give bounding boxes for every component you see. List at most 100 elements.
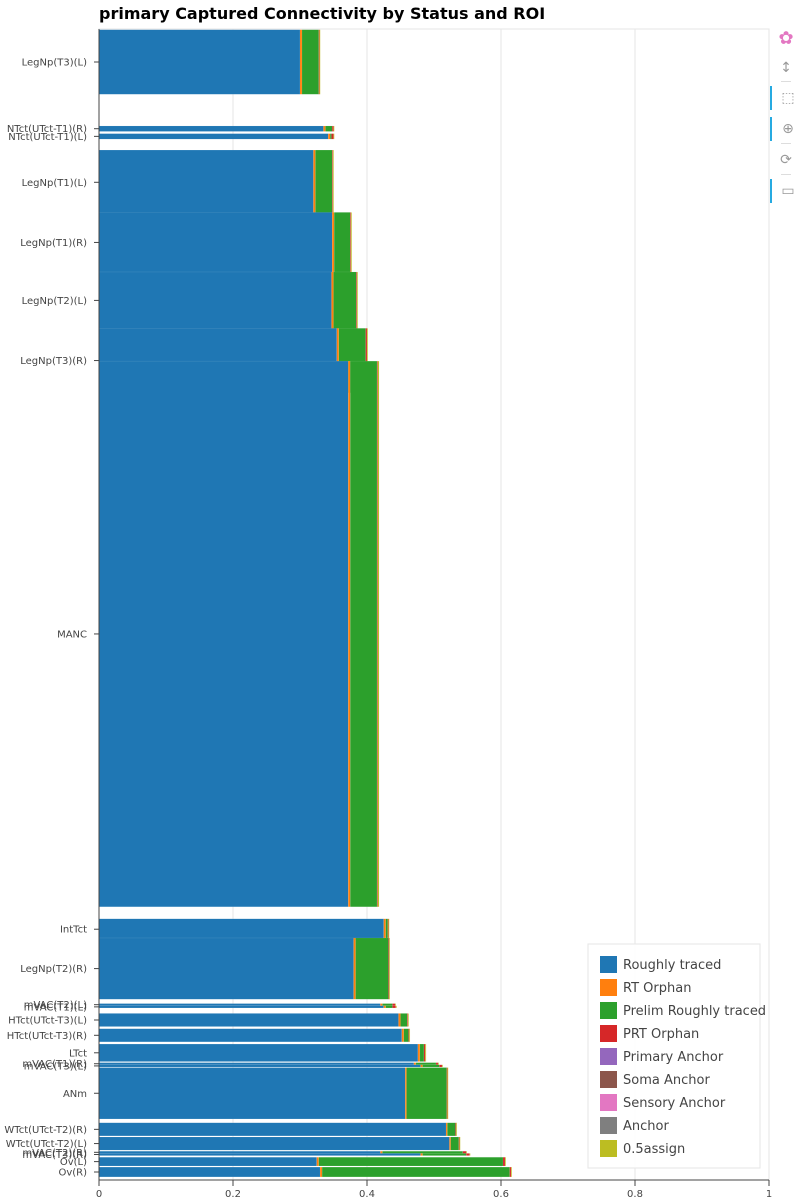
legend-item[interactable]: Anchor	[600, 1117, 669, 1134]
box-zoom-icon[interactable]: ⬚	[770, 86, 800, 110]
bar-segment[interactable]	[329, 133, 332, 140]
bar-segment[interactable]	[466, 1153, 470, 1156]
bar-segment[interactable]	[385, 1005, 393, 1009]
bar-segment[interactable]	[380, 1003, 383, 1006]
bar-segment[interactable]	[462, 1151, 467, 1154]
bar-segment[interactable]	[400, 1013, 408, 1027]
bar-segment[interactable]	[319, 1166, 323, 1178]
bar-segment[interactable]	[319, 29, 321, 95]
bar-segment[interactable]	[420, 1064, 423, 1068]
legend-item[interactable]: Sensory Anchor	[600, 1094, 726, 1111]
bar-segment[interactable]	[415, 1062, 437, 1065]
bar-segment[interactable]	[301, 29, 319, 95]
bar-segment[interactable]	[441, 1064, 443, 1068]
bar-segment[interactable]	[377, 360, 380, 907]
bar-segment[interactable]	[98, 1122, 447, 1137]
bar-segment[interactable]	[392, 1005, 396, 1009]
bar-segment[interactable]	[395, 1005, 397, 1009]
bar-segment[interactable]	[383, 918, 386, 940]
bar-segment[interactable]	[449, 1136, 451, 1151]
legend-item[interactable]: Soma Anchor	[600, 1071, 710, 1088]
bar-segment[interactable]	[422, 1064, 440, 1068]
bar-segment[interactable]	[333, 271, 357, 329]
bar-segment[interactable]	[447, 1067, 449, 1120]
bar-segment[interactable]	[332, 125, 334, 132]
bar-segment[interactable]	[450, 1136, 459, 1151]
bar-segment[interactable]	[98, 1062, 415, 1065]
bar-segment[interactable]	[417, 1043, 421, 1062]
bar-segment[interactable]	[98, 918, 384, 940]
bar-segment[interactable]	[334, 212, 351, 273]
bar-segment[interactable]	[350, 360, 378, 907]
bar-segment[interactable]	[323, 125, 326, 132]
bar-segment[interactable]	[333, 133, 335, 140]
bar-segment[interactable]	[392, 1003, 396, 1006]
bar-segment[interactable]	[98, 1136, 450, 1151]
legend-item[interactable]: Prelim Roughly traced	[600, 1002, 766, 1019]
bar-segment[interactable]	[405, 1067, 407, 1120]
bar-segment[interactable]	[98, 212, 333, 273]
bar-segment[interactable]	[350, 212, 352, 273]
bar-segment[interactable]	[98, 1005, 384, 1009]
bar-segment[interactable]	[353, 937, 356, 1000]
bar-segment[interactable]	[425, 1043, 427, 1062]
bar-segment[interactable]	[409, 1028, 411, 1043]
bar-segment[interactable]	[313, 149, 316, 215]
bar-segment[interactable]	[98, 1067, 406, 1120]
bar-segment[interactable]	[445, 1122, 448, 1137]
bar-segment[interactable]	[333, 125, 335, 132]
bar-segment[interactable]	[509, 1166, 512, 1178]
bar-segment[interactable]	[394, 1003, 397, 1006]
bar-segment[interactable]	[420, 1153, 423, 1156]
bar-segment[interactable]	[98, 1166, 321, 1178]
bar-segment[interactable]	[383, 1005, 386, 1009]
bar-segment[interactable]	[437, 1062, 439, 1065]
bar-segment[interactable]	[382, 1003, 393, 1006]
bar-segment[interactable]	[98, 1064, 421, 1068]
legend-item[interactable]: 0.5assign	[600, 1140, 685, 1157]
bar-segment[interactable]	[423, 1043, 426, 1062]
bar-segment[interactable]	[316, 1157, 319, 1167]
bar-segment[interactable]	[439, 1064, 443, 1068]
legend-item[interactable]: PRT Orphan	[600, 1025, 699, 1042]
bar-segment[interactable]	[510, 1166, 512, 1178]
bar-segment[interactable]	[321, 1166, 510, 1178]
bar-segment[interactable]	[327, 133, 331, 140]
bar-segment[interactable]	[331, 133, 334, 140]
bar-segment[interactable]	[98, 1003, 381, 1006]
bar-segment[interactable]	[325, 125, 333, 132]
bar-segment[interactable]	[401, 1028, 404, 1043]
bar-segment[interactable]	[388, 937, 391, 1000]
bar-segment[interactable]	[504, 1157, 506, 1167]
bar-segment[interactable]	[469, 1153, 471, 1156]
bar-segment[interactable]	[332, 212, 335, 273]
bar-segment[interactable]	[98, 271, 332, 329]
bokeh-logo-icon[interactable]: ✿	[778, 27, 794, 49]
bar-segment[interactable]	[447, 1122, 456, 1137]
bar-segment[interactable]	[388, 918, 390, 940]
bar-segment[interactable]	[315, 149, 333, 215]
bar-segment[interactable]	[398, 1013, 401, 1027]
bar-segment[interactable]	[98, 1028, 402, 1043]
bar-segment[interactable]	[466, 1151, 468, 1154]
bar-segment[interactable]	[385, 918, 388, 940]
bar-segment[interactable]	[407, 1013, 409, 1027]
reset-icon[interactable]: ⟳	[780, 152, 792, 168]
legend-item[interactable]: RT Orphan	[600, 979, 691, 996]
bar-segment[interactable]	[98, 133, 329, 140]
legend-item[interactable]: Roughly traced	[600, 956, 721, 973]
bar-segment[interactable]	[403, 1028, 409, 1043]
bar-segment[interactable]	[459, 1136, 461, 1151]
bar-segment[interactable]	[382, 1151, 463, 1154]
bar-segment[interactable]	[98, 1043, 419, 1062]
bar-segment[interactable]	[98, 1153, 421, 1156]
bar-segment[interactable]	[332, 149, 334, 215]
bar-segment[interactable]	[98, 1151, 381, 1154]
bar-segment[interactable]	[318, 1157, 504, 1167]
bar-segment[interactable]	[406, 1067, 447, 1120]
bar-segment[interactable]	[380, 1151, 383, 1154]
bar-segment[interactable]	[348, 360, 351, 907]
bar-segment[interactable]	[355, 937, 389, 1000]
bar-segment[interactable]	[98, 29, 301, 95]
